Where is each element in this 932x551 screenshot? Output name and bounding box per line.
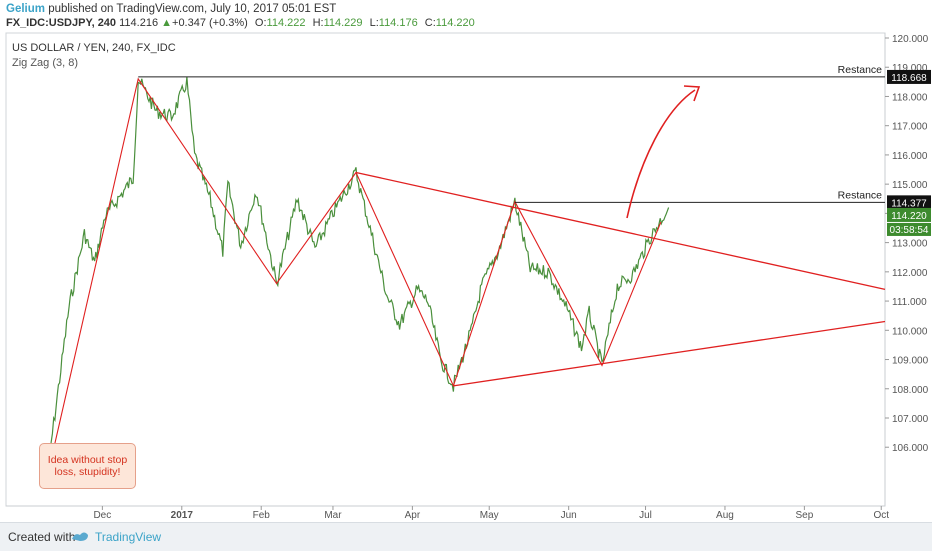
trendline-1 <box>355 171 886 291</box>
zigzag-line <box>45 77 662 483</box>
x-tick-label: Jun <box>561 510 577 521</box>
x-tick-label: 2017 <box>171 510 194 521</box>
last-price-label: 114.220 <box>891 211 927 222</box>
trendline-2 <box>453 320 886 387</box>
resistance-price-tag <box>887 69 931 84</box>
resistance-label: Restance <box>838 189 883 201</box>
tradingview-logo-icon <box>72 532 88 541</box>
arrow-head-icon <box>683 85 701 102</box>
y-tick-label: 115.000 <box>892 180 928 191</box>
x-tick-label: Feb <box>253 510 271 521</box>
author-name[interactable]: Gelium <box>6 3 45 15</box>
y-tick-label: 109.000 <box>892 356 929 367</box>
brand-link[interactable]: TradingView <box>95 530 162 544</box>
price-series-line <box>45 76 670 483</box>
y-tick-label: 110.000 <box>892 326 928 337</box>
resistance-label: Restance <box>838 64 883 76</box>
x-tick-label: May <box>480 510 499 521</box>
chart-title: US DOLLAR / YEN, 240, FX_IDC <box>12 42 176 54</box>
ohlc-bar: FX_IDC:USDJPY, 240 114.216 ▲+0.347 (+0.3… <box>6 17 475 29</box>
low-label: L: <box>369 17 379 29</box>
x-tick-label: Jul <box>639 510 652 521</box>
resistance-price: 114.377 <box>891 198 927 209</box>
y-tick-label: 116.000 <box>892 151 928 162</box>
publish-info: Gelium published on TradingView.com, Jul… <box>6 3 336 15</box>
y-tick-label: 106.000 <box>892 443 929 454</box>
y-tick-label: 107.000 <box>892 414 929 425</box>
y-tick-label: 113.000 <box>892 239 928 250</box>
high-label: H: <box>312 17 324 29</box>
x-tick-label: Apr <box>405 510 421 521</box>
y-tick-label: 120.000 <box>892 34 929 45</box>
note-text: Idea without stop loss, stupidity! <box>47 454 128 478</box>
resistance-price: 118.668 <box>891 73 927 84</box>
projection-arrow <box>626 89 696 219</box>
x-tick-label: Mar <box>324 510 342 521</box>
open-label: O: <box>254 17 267 29</box>
y-tick-label: 111.000 <box>892 297 927 308</box>
y-tick-label: 112.000 <box>892 268 928 279</box>
last-price-tag <box>887 207 931 222</box>
indicator-label: Zig Zag (3, 8) <box>12 57 78 69</box>
footer: Created with TradingView <box>0 522 932 551</box>
price-chart[interactable]: US DOLLAR / YEN, 240, FX_IDC Zig Zag (3,… <box>0 0 932 522</box>
open-value: 114.222 <box>266 17 306 29</box>
bar-timer: 03:58:54 <box>890 225 929 236</box>
low-value: 114.176 <box>378 17 418 29</box>
idea-note: Idea without stop loss, stupidity! <box>39 443 136 489</box>
plot-frame <box>5 32 886 507</box>
y-tick-label: 118.000 <box>892 92 928 103</box>
change-arrow-icon: ▲ <box>161 17 173 29</box>
x-tick-label: Oct <box>873 510 889 521</box>
symbol-label: FX_IDC:USDJPY, 240 <box>6 17 117 29</box>
y-tick-label: 108.000 <box>892 385 929 396</box>
publish-text: published on TradingView.com, July 10, 2… <box>48 3 337 15</box>
high-value: 114.229 <box>323 17 363 29</box>
x-tick-label: Aug <box>716 510 734 521</box>
close-label: C: <box>424 17 436 29</box>
created-with-text: Created with <box>8 530 76 544</box>
x-tick-label: Dec <box>93 510 111 521</box>
y-tick-label: 119.000 <box>892 63 928 74</box>
change-value: +0.347 (+0.3%) <box>172 17 248 29</box>
x-tick-label: Sep <box>795 510 813 521</box>
resistance-price-tag <box>887 195 931 210</box>
timer-tag <box>887 222 931 236</box>
y-tick-label: 117.000 <box>892 122 928 133</box>
last-price: 114.216 <box>119 17 159 29</box>
close-value: 114.220 <box>435 17 475 29</box>
